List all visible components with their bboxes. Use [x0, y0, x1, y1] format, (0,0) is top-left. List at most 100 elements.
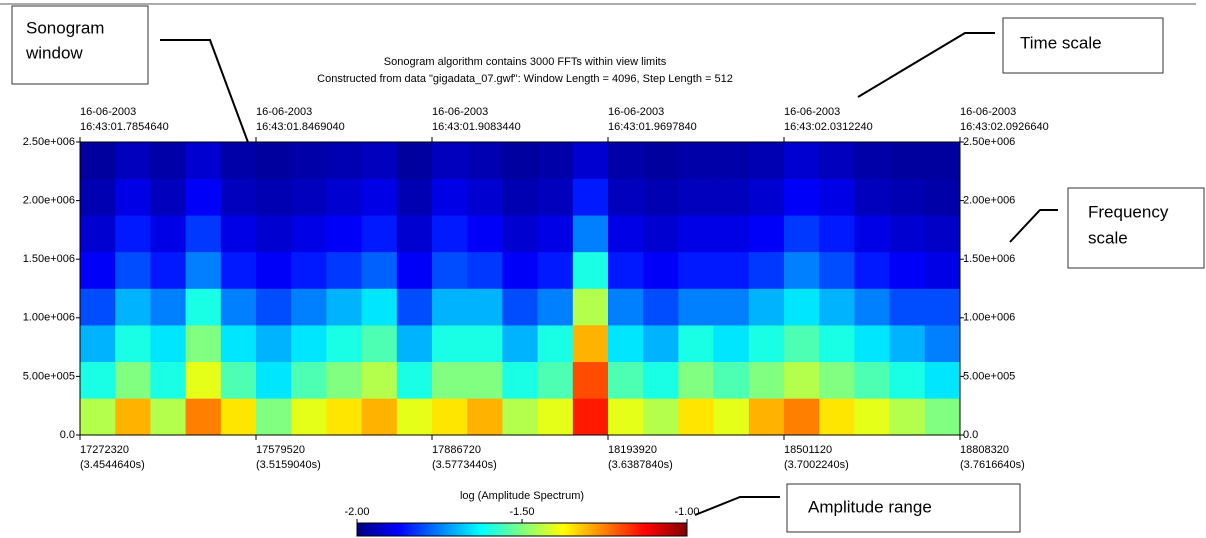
heatmap-cell [467, 398, 503, 436]
heatmap-cell [115, 288, 151, 326]
heatmap-cell [396, 361, 433, 399]
heatmap-cell [502, 288, 538, 326]
heatmap-cell [713, 361, 750, 399]
heatmap-cell [326, 361, 362, 399]
heatmap-cell [537, 288, 574, 326]
heatmap-cell [220, 361, 257, 399]
leader-line [160, 39, 263, 181]
x2-tick-label: 16:43:01.9697840 [608, 121, 697, 133]
heatmap-cell [678, 361, 714, 399]
heatmap-cell [80, 288, 116, 326]
heatmap-cell [220, 251, 257, 289]
heatmap-cell [150, 288, 186, 326]
heatmap-cell [396, 215, 433, 253]
x2-tick-label: 16:43:01.7854640 [80, 121, 169, 133]
heatmap-cell [220, 142, 257, 179]
heatmap-cell [80, 215, 116, 253]
heatmap-cell [748, 215, 785, 253]
heatmap-cell [608, 142, 644, 179]
heatmap-cell [291, 288, 327, 326]
heatmap-cell [748, 361, 785, 399]
heatmap-cell [784, 215, 820, 253]
heatmap-cell [115, 215, 151, 253]
heatmap-cell [643, 288, 679, 326]
y-tick-label: 1.00e+006 [23, 312, 75, 324]
heatmap-cell [256, 361, 292, 399]
heatmap-cell [467, 251, 503, 289]
heatmap-cell [326, 178, 362, 216]
heatmap-cell [502, 215, 538, 253]
heatmap-cell [748, 398, 785, 436]
x2-tick-label: 16-06-2003 [784, 106, 840, 118]
heatmap-cell [291, 398, 327, 436]
annotation-box [1002, 17, 1164, 74]
heatmap-cell [854, 215, 890, 253]
heatmap-cell [256, 142, 292, 179]
heatmap-cell [396, 325, 433, 363]
heatmap-cell [713, 251, 750, 289]
x2-tick-label: 16-06-2003 [432, 106, 488, 118]
heatmap-cell [220, 398, 257, 436]
heatmap-cell [748, 178, 785, 216]
heatmap-cell [784, 251, 820, 289]
x-tick-label: 17272320 [80, 444, 129, 456]
y-tick-label: 2.50e+006 [23, 136, 75, 148]
heatmap-cell [784, 361, 820, 399]
colorbar-tick-label: -1.50 [509, 506, 534, 518]
heatmap-cell [678, 288, 714, 326]
heatmap-cell [819, 288, 855, 326]
x-tick-label: 18193920 [608, 444, 657, 456]
colorbar-tick-label: -2.00 [344, 506, 369, 518]
x2-tick-label: 16:43:01.9083440 [432, 121, 521, 133]
heatmap-cell [361, 325, 398, 363]
heatmap-cell [572, 361, 609, 399]
heatmap-cell [854, 178, 890, 216]
heatmap-cell [608, 398, 644, 436]
heatmap-cell [748, 142, 785, 179]
heatmap-cell [784, 142, 820, 179]
heatmap-cell [396, 251, 433, 289]
heatmap-cell [572, 215, 609, 253]
heatmap-cell [115, 251, 151, 289]
y2-tick-label: 2.00e+006 [963, 195, 1015, 207]
y2-tick-label: 1.00e+006 [963, 312, 1015, 324]
heatmap-cell [256, 251, 292, 289]
heatmap-cell [713, 288, 750, 326]
heatmap-cell [748, 325, 785, 363]
heatmap-cell [854, 398, 890, 436]
heatmap-cell [80, 361, 116, 399]
heatmap-cell [572, 251, 609, 289]
x2-tick-label: 16-06-2003 [80, 106, 136, 118]
x2-tick-label: 16-06-2003 [608, 106, 664, 118]
heatmap-cell [819, 361, 855, 399]
heatmap-cell [291, 215, 327, 253]
heatmap-cell [80, 251, 116, 289]
x-tick-label: 17579520 [256, 444, 305, 456]
y-tick-label: 2.00e+006 [23, 195, 75, 207]
heatmap-cell [854, 288, 890, 326]
heatmap-cell [291, 325, 327, 363]
heatmap-cell [150, 178, 186, 216]
heatmap-cell [361, 215, 398, 253]
colorbar [356, 522, 688, 537]
heatmap-cell [115, 361, 151, 399]
x2-tick-label: 16-06-2003 [960, 106, 1016, 118]
x2-tick-label: 16-06-2003 [256, 106, 312, 118]
heatmap-cell [150, 215, 186, 253]
heatmap-cell [291, 142, 327, 179]
x-tick-label: (3.7002240s) [784, 459, 849, 471]
heatmap-cell [432, 288, 468, 326]
heatmap-cell [608, 325, 644, 363]
heatmap-cell [432, 178, 468, 216]
y-tick-label: 1.50e+006 [23, 253, 75, 265]
heatmap-cell [924, 288, 961, 326]
heatmap-cell [432, 361, 468, 399]
heatmap-cell [361, 251, 398, 289]
heatmap-cell [467, 215, 503, 253]
heatmap-cell [643, 178, 679, 216]
heatmap-cell [784, 178, 820, 216]
heatmap-cell [326, 251, 362, 289]
heatmap-cell [537, 251, 574, 289]
heatmap-cell [537, 325, 574, 363]
chart-title: Sonogram algorithm contains 3000 FFTs wi… [384, 56, 667, 68]
